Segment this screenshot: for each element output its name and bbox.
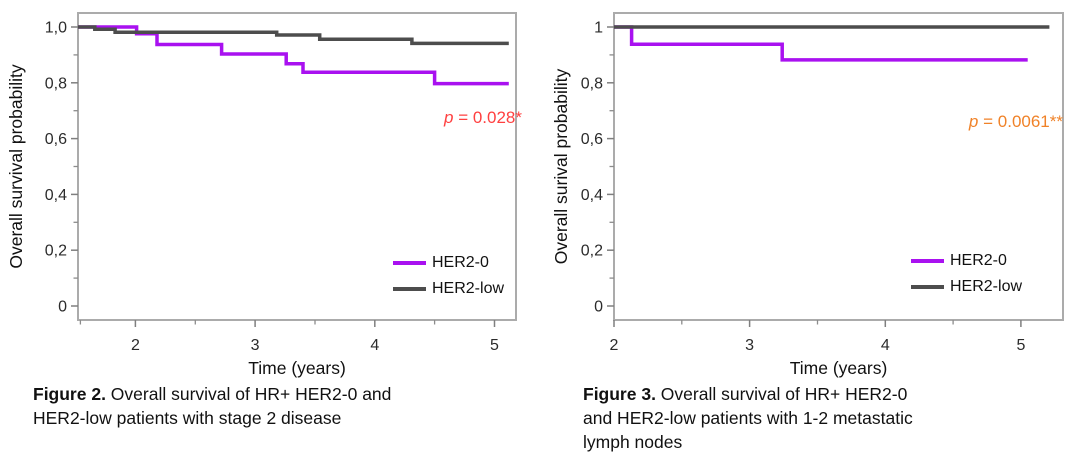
svg-text:4: 4 (881, 337, 890, 354)
svg-text:1: 1 (594, 20, 603, 37)
legend-line-her2-low (393, 287, 426, 291)
svg-text:4: 4 (370, 337, 379, 354)
figure-2-panel: 2 3 4 5 1,0 0,8 0,6 0,4 0,2 0 Time (years) Overall … (6, 12, 523, 430)
svg-text:0,2: 0,2 (45, 243, 67, 260)
legend-label-her2-0: HER2-0 (950, 252, 1007, 269)
svg-text:5: 5 (490, 337, 499, 354)
legend-item-her2-low: HER2-low (393, 276, 504, 302)
legend-item-her2-low: HER2-low (911, 274, 1022, 300)
caption-figure-label: Figure 2. (33, 384, 106, 404)
legend-label-her2-0: HER2-0 (432, 254, 489, 271)
caption-line-1: Figure 2. Overall survival of HR+ HER2-0… (33, 384, 392, 404)
p-value-symbol: p (968, 112, 979, 131)
svg-text:2: 2 (131, 337, 140, 354)
figure-2-caption: Figure 2. Overall survival of HR+ HER2-0… (33, 382, 523, 430)
legend-item-her2-0: HER2-0 (393, 250, 504, 276)
caption-figure-label: Figure 3. (583, 384, 656, 404)
legend-item-her2-0: HER2-0 (911, 248, 1022, 274)
svg-text:0,4: 0,4 (581, 187, 603, 204)
legend-label-her2-low: HER2-low (432, 280, 505, 297)
caption-line-2: and HER2-low patients with 1-2 metastati… (583, 408, 913, 428)
km-chart-figure-3: 2 3 4 5 1 0,8 0,6 0,4 0,2 0 Time (years) Overall su… (551, 12, 1064, 378)
caption-line-1: Figure 3. Overall survival of HR+ HER2-0 (583, 384, 908, 404)
caption-line-2: HER2-low patients with stage 2 disease (33, 408, 342, 428)
svg-text:Time (years): Time (years) (790, 358, 888, 378)
svg-text:0,8: 0,8 (45, 75, 67, 92)
svg-text:0,2: 0,2 (581, 243, 603, 260)
p-value-text: = 0.0061** (978, 112, 1063, 131)
svg-text:0: 0 (594, 299, 603, 316)
svg-text:0,8: 0,8 (581, 75, 603, 92)
svg-text:0: 0 (58, 299, 67, 316)
svg-text:0,6: 0,6 (45, 131, 67, 148)
svg-text:2: 2 (610, 337, 619, 354)
svg-text:Overall surival probability: Overall surival probability (551, 69, 571, 265)
svg-text:0,4: 0,4 (45, 187, 67, 204)
p-value-symbol: p (444, 108, 454, 127)
svg-text:3: 3 (745, 337, 754, 354)
legend-line-her2-0 (911, 259, 944, 263)
svg-text:3: 3 (251, 337, 260, 354)
svg-text:0,6: 0,6 (581, 131, 603, 148)
legend-line-her2-low (911, 285, 944, 289)
svg-text:1,0: 1,0 (45, 20, 67, 37)
p-value-annotation: p = 0.028* (444, 108, 522, 128)
legend-label-her2-low: HER2-low (950, 278, 1023, 295)
caption-line-3: lymph nodes (583, 432, 683, 452)
figure-3-panel: 2 3 4 5 1 0,8 0,6 0,4 0,2 0 Time (years) Overall su… (540, 0, 1080, 464)
figure-3-caption: Figure 3. Overall survival of HR+ HER2-0… (583, 382, 1073, 454)
svg-text:5: 5 (1016, 337, 1025, 354)
p-value-text: = 0.028* (453, 108, 522, 127)
km-chart-figure-2: 2 3 4 5 1,0 0,8 0,6 0,4 0,2 0 Time (years) Overall … (6, 12, 517, 378)
legend: HER2-0 HER2-low (393, 250, 504, 302)
legend-line-her2-0 (393, 261, 426, 265)
p-value-annotation: p = 0.0061** (969, 112, 1063, 132)
svg-text:Overall survival probability: Overall survival probability (6, 64, 26, 268)
legend: HER2-0 HER2-low (911, 248, 1022, 300)
svg-text:Time (years): Time (years) (248, 358, 346, 378)
